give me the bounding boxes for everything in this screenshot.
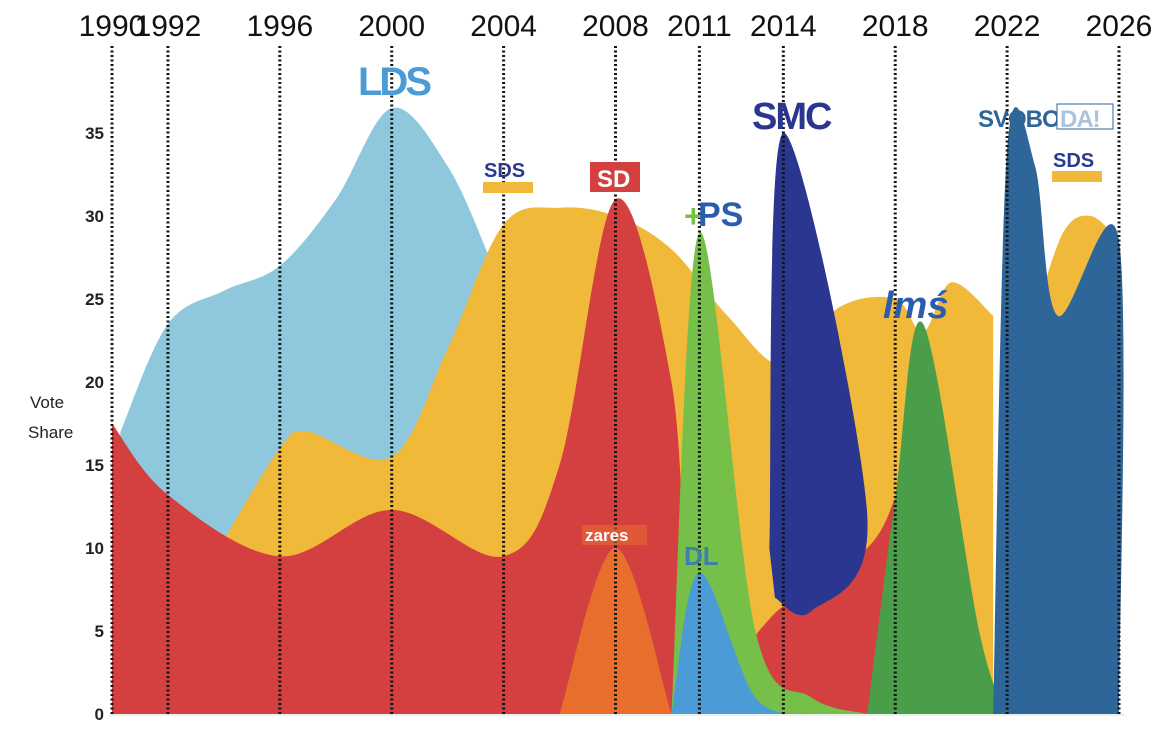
label-zares-box — [582, 525, 647, 545]
area-dl-6 — [671, 572, 812, 714]
y-tick-label-15: 15 — [85, 456, 104, 475]
y-tick-label-10: 10 — [85, 539, 104, 558]
x-tick-label-1992: 1992 — [135, 10, 202, 43]
areas-layer — [112, 107, 1124, 715]
label-sd: SD — [597, 166, 630, 193]
y-tick-label-5: 5 — [95, 622, 104, 641]
x-tick-label-2022: 2022 — [974, 10, 1041, 43]
area-ps-5 — [671, 232, 868, 714]
y-tick-label-30: 30 — [85, 207, 104, 226]
y-tick-label-0: 0 — [95, 705, 104, 724]
y-tick-label-35: 35 — [85, 124, 104, 143]
label-svoboda-box — [1056, 103, 1114, 130]
label-sds-2022: SDS — [1053, 150, 1094, 172]
x-tick-label-2018: 2018 — [862, 10, 929, 43]
x-tick-label-1990: 1990 — [79, 10, 146, 43]
y-tick-label-20: 20 — [85, 373, 104, 392]
label-svoboda-da: DA! — [1060, 106, 1100, 133]
x-tick-label-1996: 1996 — [246, 10, 313, 43]
label-zares: zares — [585, 526, 628, 545]
y-tick-label-25: 25 — [85, 290, 104, 309]
area-svoboda-9 — [993, 107, 1124, 714]
x-tick-label-2011: 2011 — [667, 10, 732, 43]
x-tick-label-2004: 2004 — [470, 10, 537, 43]
x-tick-label-2014: 2014 — [750, 10, 817, 43]
label-dl: DL — [684, 541, 719, 571]
area-lm--8 — [867, 321, 1008, 714]
label-lds: LDS — [358, 60, 431, 104]
gridlines-layer — [110, 46, 1121, 714]
area-sd-3 — [112, 198, 896, 715]
label-svoboda: SVOBO — [978, 106, 1060, 133]
label-sds-2004-bar — [483, 182, 533, 193]
label-sd-box — [590, 162, 640, 192]
x-tick-label-2008: 2008 — [582, 10, 649, 43]
label-ps: PS — [698, 196, 743, 234]
y-axis-title-line2: Share — [28, 423, 73, 442]
label-smc: SMC — [752, 96, 832, 138]
area-smc-7 — [769, 132, 868, 616]
y-axis-labels: 0 5 10 15 20 25 30 35 — [85, 124, 104, 724]
label-lms: lmś — [883, 285, 948, 327]
x-tick-label-2000: 2000 — [358, 10, 425, 43]
x-tick-label-2026: 2026 — [1086, 10, 1153, 43]
y-axis-title-line1: Vote — [30, 393, 64, 412]
label-ps-plus: + — [684, 198, 703, 234]
label-sds-2022-bar — [1052, 171, 1102, 182]
label-sds-2004: SDS — [484, 160, 525, 182]
